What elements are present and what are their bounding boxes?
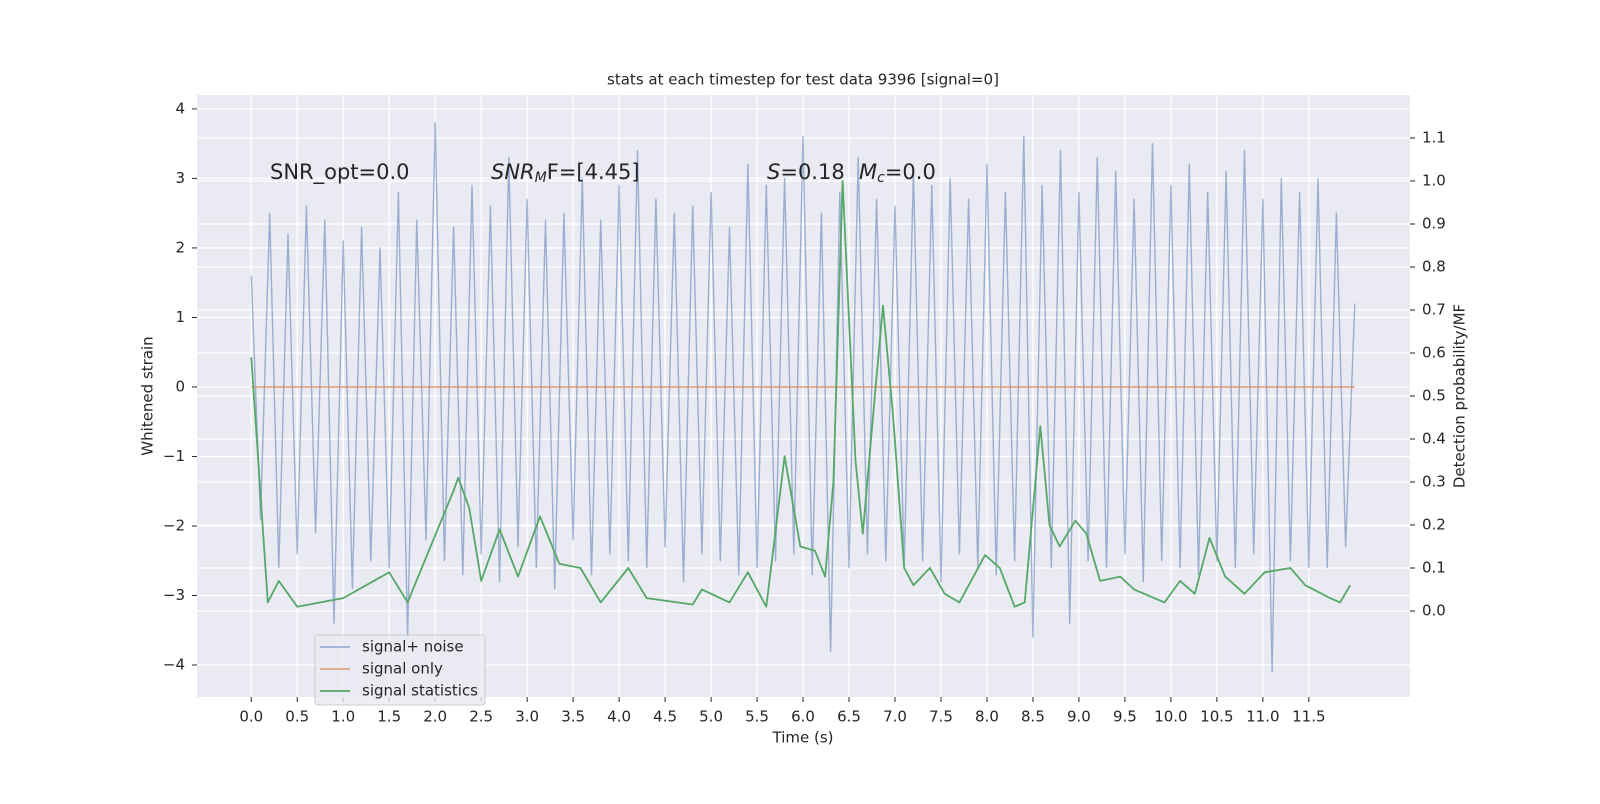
y2-axis-label: Detection probability/MF <box>1451 304 1469 488</box>
annotation-part: c <box>877 170 885 186</box>
y-tick-label: −3 <box>163 586 185 604</box>
y-tick-label: 1 <box>175 308 185 326</box>
y2-tick-label: 1.1 <box>1422 129 1446 147</box>
annotation: S=0.18 <box>767 160 845 184</box>
y2-tick-label: 0.9 <box>1422 215 1446 233</box>
x-tick-label: 4.5 <box>653 708 677 726</box>
y2-tick-label: 0.1 <box>1422 559 1446 577</box>
x-axis-label: Time (s) <box>772 729 834 747</box>
x-tick-label: 2.0 <box>423 708 447 726</box>
y-tick-label: 0 <box>175 377 185 395</box>
x-tick-label: 1.0 <box>331 708 355 726</box>
x-tick-label: 8.0 <box>975 708 999 726</box>
y-tick-label: −4 <box>163 656 185 674</box>
x-tick-label: 11.5 <box>1292 708 1325 726</box>
y-tick-label: 2 <box>175 238 185 256</box>
chart-title: stats at each timestep for test data 939… <box>607 71 999 89</box>
y2-tick-label: 0.8 <box>1422 258 1446 276</box>
y2-tick-label: 0.7 <box>1422 301 1446 319</box>
x-tick-label: 4.0 <box>607 708 631 726</box>
x-tick-label: 0.0 <box>239 708 263 726</box>
x-tick-label: 10.0 <box>1154 708 1187 726</box>
x-tick-label: 1.5 <box>377 708 401 726</box>
x-tick-label: 6.0 <box>791 708 815 726</box>
annotation-part: F=[4.45] <box>547 160 640 184</box>
x-tick-label: 2.5 <box>469 708 493 726</box>
legend-box <box>314 634 486 706</box>
x-tick-label: 6.5 <box>837 708 861 726</box>
y-tick-label: −2 <box>163 516 185 534</box>
y2-tick-label: 0.0 <box>1422 602 1446 620</box>
annotation: SNRMF=[4.45] <box>491 160 640 186</box>
x-tick-label: 8.5 <box>1021 708 1045 726</box>
y2-tick-label: 0.6 <box>1422 344 1446 362</box>
legend-label: signal statistics <box>362 682 478 700</box>
x-tick-label: 5.5 <box>745 708 769 726</box>
y-axis-label: Whitened strain <box>139 336 157 455</box>
annotation-part: S <box>767 160 780 184</box>
y2-tick-label: 1.0 <box>1422 172 1446 190</box>
y2-tick-label: 0.5 <box>1422 387 1446 405</box>
x-tick-label: 9.5 <box>1113 708 1137 726</box>
x-tick-label: 3.5 <box>561 708 585 726</box>
series-line <box>250 180 1351 608</box>
y2-tick-label: 0.3 <box>1422 473 1446 491</box>
y-tick-label: −1 <box>163 447 185 465</box>
x-tick-label: 7.0 <box>883 708 907 726</box>
annotation-part: M <box>859 160 877 184</box>
x-tick-label: 0.5 <box>285 708 309 726</box>
y-tick-label: 3 <box>175 169 185 187</box>
y-tick-label: 4 <box>175 99 185 117</box>
annotation: Mc=0.0 <box>859 160 936 186</box>
annotation-part: SNR_opt=0.0 <box>270 160 410 185</box>
x-tick-label: 11.0 <box>1246 708 1279 726</box>
x-tick-label: 7.5 <box>929 708 953 726</box>
annotation-part: =0.0 <box>885 160 936 184</box>
series-line <box>250 122 1356 673</box>
legend-label: signal only <box>362 660 443 678</box>
x-tick-label: 10.5 <box>1200 708 1233 726</box>
x-tick-label: 3.0 <box>515 708 539 726</box>
annotation-part: =0.18 <box>780 160 844 184</box>
annotation-part: SNR <box>491 160 535 184</box>
x-tick-label: 9.0 <box>1067 708 1091 726</box>
annotation: SNR_opt=0.0 <box>270 160 410 185</box>
legend-label: signal+ noise <box>362 638 464 656</box>
y2-tick-label: 0.2 <box>1422 516 1446 534</box>
annotation-part: M <box>535 170 547 186</box>
y2-tick-label: 0.4 <box>1422 430 1446 448</box>
x-tick-label: 5.0 <box>699 708 723 726</box>
